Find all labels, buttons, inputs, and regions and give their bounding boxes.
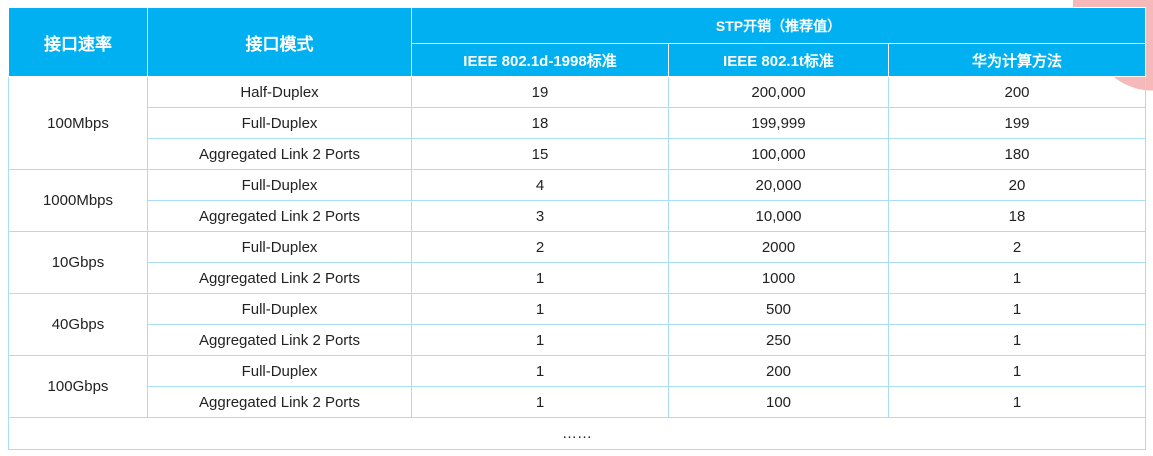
huawei-cell: 1 (888, 262, 1146, 294)
mode-cell: Aggregated Link 2 Ports (147, 324, 412, 356)
stp-cost-table: 接口速率 接口模式 STP开销（推荐值） IEEE 802.1d-1998标准 … (8, 6, 1146, 450)
huawei-cell: 18 (888, 200, 1146, 232)
ellipsis-cell: …… (8, 417, 1146, 450)
header-speed: 接口速率 (8, 7, 148, 77)
huawei-cell: 200 (888, 76, 1146, 108)
ieee-t-cell: 100,000 (668, 138, 889, 170)
table-row: 100Mbps Half-Duplex 19 200,000 200 (8, 76, 1146, 170)
ieee-t-cell: 10,000 (668, 200, 889, 232)
table-row: 1000Mbps Full-Duplex 4 20,000 20 (8, 169, 1146, 232)
header-stp-cost: STP开销（推荐值） (411, 6, 1146, 45)
table-row: Aggregated Link 2 Ports 15 100,000 180 (9, 138, 1146, 170)
mode-cell: Full-Duplex (147, 355, 412, 387)
mode-cell: Aggregated Link 2 Ports (147, 200, 412, 232)
speed-cell: 1000Mbps (8, 169, 148, 232)
mode-cell: Half-Duplex (147, 76, 412, 108)
ieee-d-cell: 3 (411, 200, 669, 232)
ieee-d-cell: 1 (411, 324, 669, 356)
ieee-t-cell: 250 (668, 324, 889, 356)
ieee-d-cell: 4 (411, 169, 669, 201)
header-ieee-802-1d: IEEE 802.1d-1998标准 (411, 43, 669, 77)
table-row: Full-Duplex 18 199,999 199 (9, 107, 1146, 139)
table-row: Aggregated Link 2 Ports 1 100 1 (9, 386, 1146, 418)
huawei-cell: 1 (888, 386, 1146, 418)
huawei-cell: 20 (888, 169, 1146, 201)
mode-cell: Full-Duplex (147, 231, 412, 263)
mode-cell: Aggregated Link 2 Ports (147, 138, 412, 170)
table-row: 100Gbps Full-Duplex 1 200 1 (8, 355, 1146, 418)
ieee-d-cell: 1 (411, 355, 669, 387)
ieee-d-cell: 1 (411, 262, 669, 294)
ieee-d-cell: 19 (411, 76, 669, 108)
ieee-t-cell: 199,999 (668, 107, 889, 139)
header-huawei-method: 华为计算方法 (888, 43, 1146, 77)
table-row: 10Gbps Full-Duplex 2 2000 2 (8, 231, 1146, 294)
ieee-d-cell: 15 (411, 138, 669, 170)
mode-cell: Full-Duplex (147, 107, 412, 139)
huawei-cell: 1 (888, 324, 1146, 356)
mode-cell: Full-Duplex (147, 169, 412, 201)
mode-cell: Full-Duplex (147, 293, 412, 325)
ieee-t-cell: 1000 (668, 262, 889, 294)
huawei-cell: 2 (888, 231, 1146, 263)
ieee-t-cell: 100 (668, 386, 889, 418)
mode-cell: Aggregated Link 2 Ports (147, 386, 412, 418)
ieee-t-cell: 200 (668, 355, 889, 387)
huawei-cell: 180 (888, 138, 1146, 170)
table-row: Aggregated Link 2 Ports 1 1000 1 (9, 262, 1146, 294)
ieee-d-cell: 2 (411, 231, 669, 263)
ieee-t-cell: 200,000 (668, 76, 889, 108)
speed-cell: 10Gbps (8, 231, 148, 294)
table-row: 40Gbps Full-Duplex 1 500 1 (8, 293, 1146, 356)
huawei-cell: 1 (888, 293, 1146, 325)
ieee-t-cell: 2000 (668, 231, 889, 263)
huawei-cell: 1 (888, 355, 1146, 387)
huawei-cell: 199 (888, 107, 1146, 139)
table-row: Aggregated Link 2 Ports 3 10,000 18 (9, 200, 1146, 232)
speed-cell: 40Gbps (8, 293, 148, 356)
speed-cell: 100Mbps (8, 76, 148, 170)
ieee-t-cell: 500 (668, 293, 889, 325)
ieee-d-cell: 18 (411, 107, 669, 139)
ellipsis-row: …… (8, 417, 1146, 450)
header-ieee-802-1t: IEEE 802.1t标准 (668, 43, 889, 77)
ieee-t-cell: 20,000 (668, 169, 889, 201)
ieee-d-cell: 1 (411, 386, 669, 418)
table-row: Aggregated Link 2 Ports 1 250 1 (9, 324, 1146, 356)
ieee-d-cell: 1 (411, 293, 669, 325)
header-mode: 接口模式 (147, 7, 412, 77)
mode-cell: Aggregated Link 2 Ports (147, 262, 412, 294)
speed-cell: 100Gbps (8, 355, 148, 418)
